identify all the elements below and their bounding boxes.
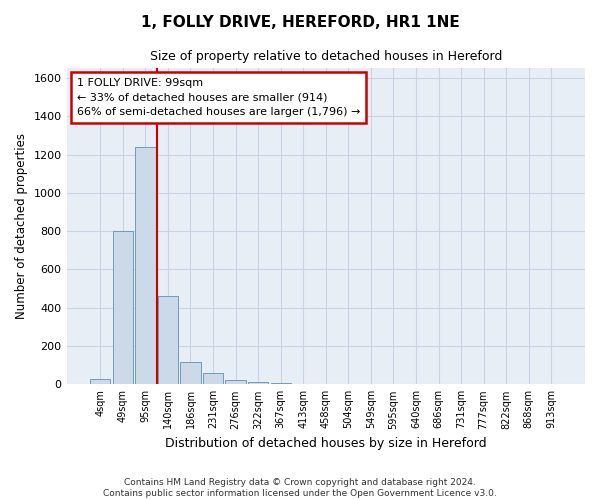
Title: Size of property relative to detached houses in Hereford: Size of property relative to detached ho…	[149, 50, 502, 63]
Bar	[135, 147, 155, 384]
Y-axis label: Number of detached properties: Number of detached properties	[15, 134, 28, 320]
Bar	[90, 378, 110, 384]
Bar	[226, 380, 246, 384]
Bar	[181, 362, 200, 384]
Bar	[248, 382, 268, 384]
X-axis label: Distribution of detached houses by size in Hereford: Distribution of detached houses by size …	[165, 437, 487, 450]
Bar	[113, 231, 133, 384]
Bar	[158, 296, 178, 384]
Text: 1, FOLLY DRIVE, HEREFORD, HR1 1NE: 1, FOLLY DRIVE, HEREFORD, HR1 1NE	[140, 15, 460, 30]
Text: 1 FOLLY DRIVE: 99sqm
← 33% of detached houses are smaller (914)
66% of semi-deta: 1 FOLLY DRIVE: 99sqm ← 33% of detached h…	[77, 78, 360, 118]
Text: Contains HM Land Registry data © Crown copyright and database right 2024.
Contai: Contains HM Land Registry data © Crown c…	[103, 478, 497, 498]
Bar	[203, 373, 223, 384]
